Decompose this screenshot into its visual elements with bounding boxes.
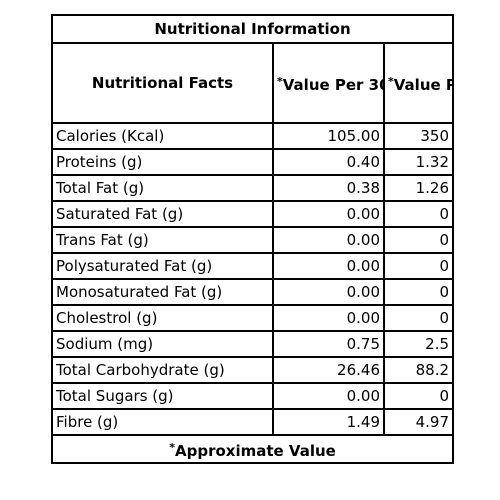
table-row: Total Fat (g) 0.38 1.26	[51, 174, 455, 202]
value-per-100g: 0	[382, 252, 455, 280]
value-per-30g: 0.40	[272, 148, 385, 176]
table-row: Saturated Fat (g) 0.00 0	[51, 200, 455, 228]
table-row: Total Carbohydrate (g) 26.46 88.2	[51, 356, 455, 384]
table-row: Sodium (mg) 0.75 2.5	[51, 330, 455, 358]
value-per-30g: 0.00	[272, 200, 385, 228]
value-per-30g: 0.00	[272, 252, 385, 280]
nutrient-label: Monosaturated Fat (g)	[51, 278, 274, 306]
value-per-30g: 1.49	[272, 408, 385, 436]
value-per-100g: 1.32	[382, 148, 455, 176]
value-per-100g: 88.2	[382, 356, 455, 384]
table-row: Total Sugars (g) 0.00 0	[51, 382, 455, 410]
header-value-per-30g-label: Value Per 30 G	[282, 75, 382, 94]
nutrient-label: Total Sugars (g)	[51, 382, 274, 410]
nutrient-label: Proteins (g)	[51, 148, 274, 176]
value-per-30g: 0.38	[272, 174, 385, 202]
table-row: Cholestrol (g) 0.00 0	[51, 304, 455, 332]
value-per-100g: 1.26	[382, 174, 455, 202]
nutrient-label: Polysaturated Fat (g)	[51, 252, 274, 280]
header-value-per-30g: *Value Per 30 G	[272, 42, 385, 124]
value-per-100g: 0	[382, 382, 455, 410]
table-row: Fibre (g) 1.49 4.97	[51, 408, 455, 436]
header-value-per-100g: *Value Per 100 G	[382, 42, 455, 124]
asterisk-mark: *	[169, 440, 175, 454]
value-per-100g: 2.5	[382, 330, 455, 358]
value-per-30g: 0.75	[272, 330, 385, 358]
footer-note: *Approximate Value	[50, 434, 455, 464]
table-row: Polysaturated Fat (g) 0.00 0	[51, 252, 455, 280]
table-row: Monosaturated Fat (g) 0.00 0	[51, 278, 455, 306]
nutrition-table: Nutritional Information Nutritional Fact…	[50, 14, 455, 464]
footer-row: *Approximate Value	[50, 434, 455, 464]
value-per-100g: 0	[382, 278, 455, 306]
value-per-30g: 26.46	[272, 356, 385, 384]
nutrition-sheet: Nutritional Information Nutritional Fact…	[50, 14, 455, 485]
nutrient-label: Fibre (g)	[51, 408, 274, 436]
value-per-100g: 0	[382, 304, 455, 332]
footer-note-text: Approximate Value	[174, 441, 336, 460]
header-row: Nutritional Facts *Value Per 30 G *Value…	[51, 42, 455, 124]
nutrient-label: Saturated Fat (g)	[51, 200, 274, 228]
nutrient-label: Trans Fat (g)	[51, 226, 274, 254]
nutrient-label: Calories (Kcal)	[51, 122, 274, 150]
title-row: Nutritional Information	[50, 14, 455, 44]
asterisk-mark: *	[388, 74, 394, 88]
value-per-100g: 0	[382, 200, 455, 228]
nutrient-label: Total Fat (g)	[51, 174, 274, 202]
value-per-100g: 0	[382, 226, 455, 254]
header-nutritional-facts: Nutritional Facts	[51, 42, 274, 124]
nutrient-label: Sodium (mg)	[51, 330, 274, 358]
nutrient-label: Cholestrol (g)	[51, 304, 274, 332]
table-row: Proteins (g) 0.40 1.32	[51, 148, 455, 176]
value-per-30g: 0.00	[272, 278, 385, 306]
table-row: Calories (Kcal) 105.00 350	[51, 122, 455, 150]
table-title: Nutritional Information	[50, 14, 455, 44]
value-per-100g: 350	[382, 122, 455, 150]
value-per-30g: 0.00	[272, 304, 385, 332]
value-per-30g: 0.00	[272, 382, 385, 410]
header-value-per-100g-label: Value Per 100 G	[393, 75, 451, 94]
value-per-30g: 105.00	[272, 122, 385, 150]
table-row: Trans Fat (g) 0.00 0	[51, 226, 455, 254]
value-per-100g: 4.97	[382, 408, 455, 436]
nutrient-label: Total Carbohydrate (g)	[51, 356, 274, 384]
nutrient-rows: Calories (Kcal) 105.00 350 Proteins (g) 0.40…	[51, 122, 455, 436]
asterisk-mark: *	[277, 74, 283, 88]
value-per-30g: 0.00	[272, 226, 385, 254]
